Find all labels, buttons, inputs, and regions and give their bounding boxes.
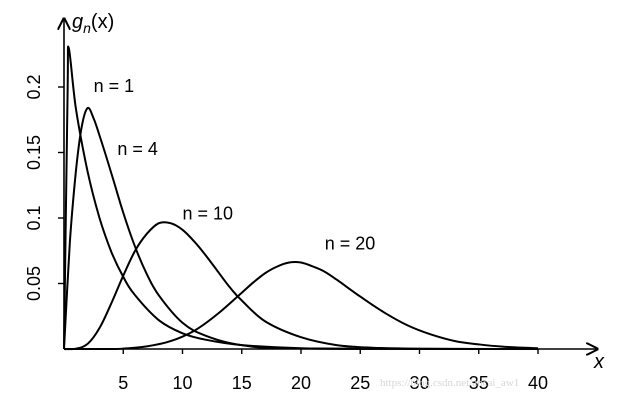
x-axis-title: x [593,351,605,373]
series-label: n = 1 [94,76,135,96]
x-tick-label: 15 [232,373,252,393]
y-tick-label: 0.05 [24,266,44,301]
y-tick-label: 0.2 [24,74,44,99]
x-tick-label: 30 [409,373,429,393]
x-tick-label: 35 [469,373,489,393]
x-tick-label: 20 [291,373,311,393]
y-tick-label: 0.1 [24,205,44,230]
series-curve [63,45,539,350]
series-label: n = 4 [117,139,158,159]
series-curve [63,261,539,351]
x-tick-label: 10 [172,373,192,393]
series-label: n = 20 [325,233,376,253]
series-curve [63,106,539,350]
x-tick-label: 40 [528,373,548,393]
y-axis-title: gn(x) [72,11,114,36]
x-tick-label: 5 [118,373,128,393]
series-label: n = 10 [183,203,234,223]
watermark-text: https://blog.csdn.net/ancai_aw1 [380,377,519,389]
y-tick-label: 0.15 [24,135,44,170]
x-tick-label: 25 [350,373,370,393]
series-curve [63,221,539,351]
